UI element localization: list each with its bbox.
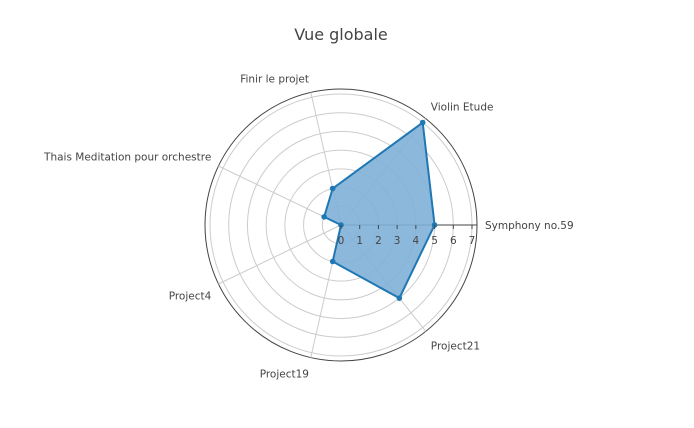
category-label: Thais Meditation pour orchestre: [43, 152, 211, 164]
data-point: [419, 119, 426, 126]
data-point: [329, 258, 336, 265]
category-label: Finir le projet: [240, 74, 309, 86]
data-point: [396, 295, 403, 301]
category-label: Project19: [260, 368, 309, 380]
r-tick-label: 4: [413, 235, 420, 247]
category-label: Project21: [431, 341, 480, 353]
r-tick-label: 6: [450, 235, 457, 247]
series-area: [323, 121, 436, 300]
category-label: Project4: [169, 291, 212, 303]
category-label: Violin Etude: [431, 101, 494, 113]
r-tick-label: 0: [338, 235, 345, 247]
spoke-line: [218, 165, 342, 226]
category-label: Symphony no.59: [485, 220, 574, 232]
spoke-line: [218, 224, 342, 285]
data-point: [321, 214, 327, 220]
chart-title: Vue globale: [294, 25, 388, 44]
r-tick-label: 1: [356, 235, 363, 247]
series-layer: [321, 119, 438, 301]
r-tick-label: 2: [375, 235, 382, 247]
r-tick-label: 7: [469, 235, 476, 247]
r-tick-label: 5: [431, 235, 438, 247]
data-point: [329, 185, 336, 192]
r-tick-label: 3: [394, 235, 401, 247]
axis-labels-layer: Symphony no.59 Violin Etude Finir le proje…: [43, 74, 574, 381]
